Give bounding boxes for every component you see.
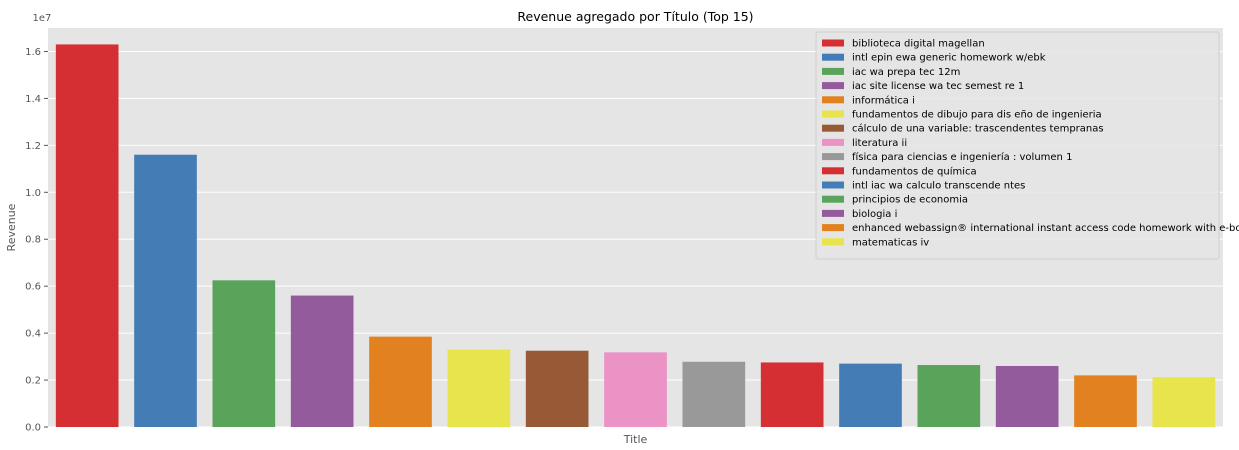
y-tick-label: 0.4 [25,329,41,340]
y-tick-label: 1.0 [25,188,41,199]
bar-8 [604,352,667,427]
bar-10 [760,362,824,427]
legend-swatch-10 [822,167,844,175]
bar-4 [290,295,354,427]
legend-swatch-11 [822,181,844,189]
legend-swatch-1 [822,39,844,47]
legend-swatch-14 [822,224,844,232]
y-tick-label: 1.4 [25,94,41,105]
legend-label-3: iac wa prepa tec 12m [852,67,960,78]
bar-1 [55,44,119,427]
y-axis-offset-label: 1e7 [33,13,52,24]
bar-9 [682,361,746,427]
bar-12 [917,365,981,427]
legend-label-14: enhanced webassign® international instan… [852,223,1239,234]
legend-label-1: biblioteca digital magellan [852,39,985,50]
legend-swatch-2 [822,53,844,61]
legend-swatch-9 [822,153,844,161]
legend-label-13: biologia i [852,209,897,220]
bar-5 [369,336,432,427]
x-axis-label: Title [623,433,648,446]
y-tick-label: 0.0 [25,423,41,434]
bar-6 [447,349,511,427]
legend-label-8: literatura ii [852,138,907,149]
legend-swatch-15 [822,238,844,246]
legend-label-5: informática i [852,94,915,106]
legend-swatch-4 [822,82,844,90]
legend: biblioteca digital magellan intl epin ewa… [815,31,1239,260]
chart-title: Revenue agregado por Título (Top 15) [517,9,753,24]
legend-label-4: iac site license wa tec semest re 1 [852,81,1024,92]
legend-frame [815,31,1220,260]
legend-label-12: principios de economia [852,195,968,206]
y-axis-label: Revenue [5,203,18,251]
legend-label-9: física para ciencias e ingeniería : volu… [852,151,1072,163]
legend-swatch-6 [822,110,844,118]
bar-11 [839,363,902,427]
y-tick-label: 1.2 [25,141,41,152]
bar-15 [1152,377,1216,427]
legend-swatch-7 [822,124,844,132]
y-axis: 0.0 0.2 0.4 0.6 0.8 1.0 1.2 1.4 1.6 [25,47,48,434]
legend-swatch-5 [822,96,844,104]
y-tick-label: 0.2 [25,376,41,387]
bar-3 [212,280,276,427]
legend-label-6: fundamentos de dibujo para dis eño de in… [852,110,1102,121]
bar-13 [995,365,1059,427]
legend-swatch-13 [822,209,844,217]
legend-label-2: intl epin ewa generic homework w/ebk [852,53,1046,64]
legend-swatch-3 [822,67,844,75]
y-tick-label: 0.6 [25,282,41,293]
legend-label-7: cálculo de una variable: trascendentes t… [852,123,1104,135]
y-tick-label: 0.8 [25,235,41,246]
legend-label-15: matematicas iv [852,237,929,248]
bars [55,44,1216,427]
y-tick-label: 1.6 [25,47,41,58]
legend-label-11: intl iac wa calculo transcende ntes [852,181,1025,192]
bar-7 [525,350,589,427]
legend-swatch-12 [822,195,844,203]
legend-label-10: fundamentos de química [852,165,977,177]
bar-2 [134,154,197,427]
legend-swatch-8 [822,138,844,146]
bar-14 [1074,375,1137,427]
